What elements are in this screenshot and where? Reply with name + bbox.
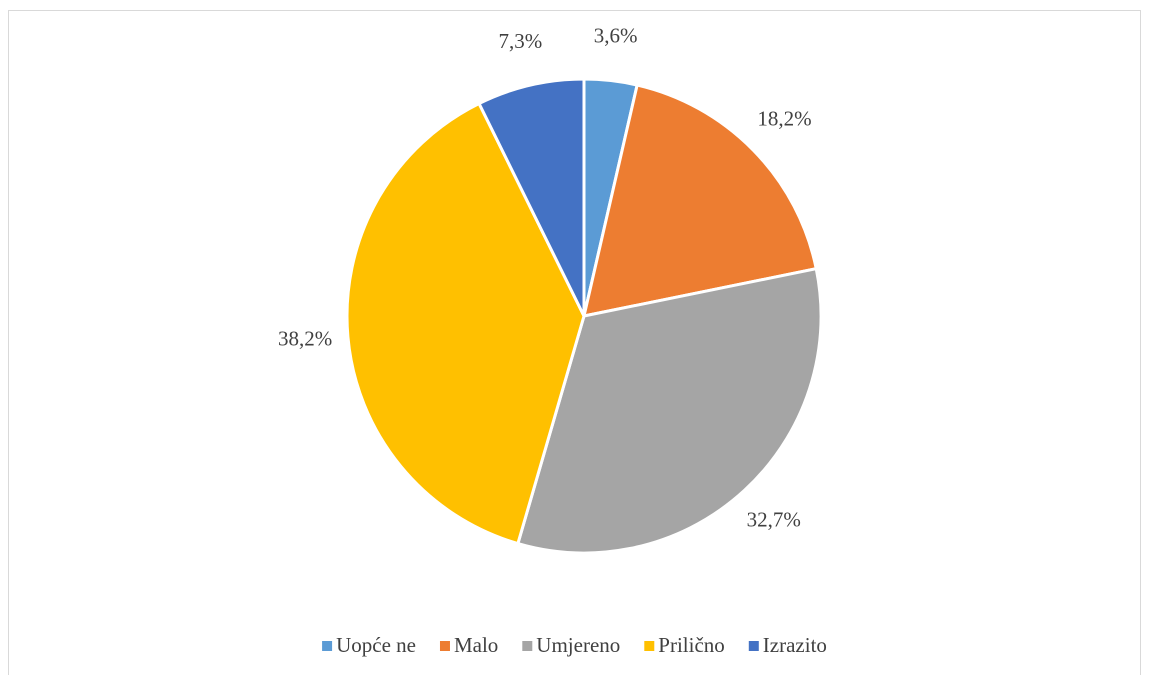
legend-label: Uopće ne — [336, 633, 416, 657]
legend-label: Malo — [454, 633, 498, 657]
data-label: 3,6% — [594, 24, 638, 48]
pie-slice — [516, 266, 823, 555]
legend-label: Umjereno — [536, 633, 620, 657]
data-label: 7,3% — [498, 29, 542, 53]
legend-label: Prilično — [658, 633, 725, 657]
legend-label: Izrazito — [763, 633, 827, 657]
data-label: 38,2% — [278, 326, 332, 350]
legend-swatch — [522, 641, 533, 651]
pie-slice — [345, 101, 586, 546]
legend-swatch — [322, 641, 333, 651]
pie-slice — [582, 83, 818, 318]
pie-slice — [477, 77, 586, 317]
chart-border — [8, 10, 1141, 675]
legend-swatch — [748, 641, 759, 651]
legend-swatch — [644, 641, 655, 651]
data-label: 32,7% — [747, 508, 801, 532]
data-label: 18,2% — [757, 106, 811, 130]
legend-swatch — [439, 641, 450, 651]
